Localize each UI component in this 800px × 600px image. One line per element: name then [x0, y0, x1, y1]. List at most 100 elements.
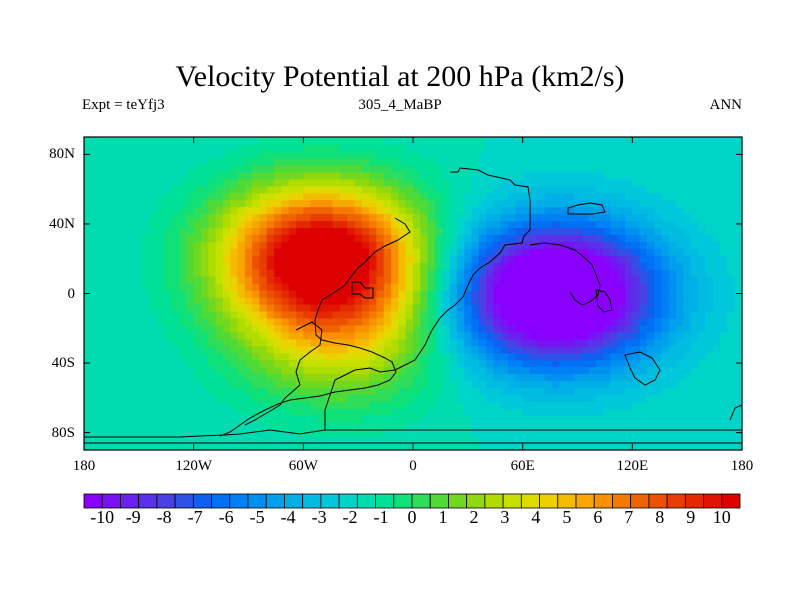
field-cell — [135, 150, 144, 159]
field-cell — [654, 436, 663, 444]
field-cell — [442, 234, 451, 242]
field-cell — [303, 359, 312, 368]
field-cell — [274, 380, 282, 388]
field-cell — [244, 324, 253, 333]
field-cell — [127, 276, 136, 284]
field-cell — [317, 331, 326, 340]
field-cell — [413, 366, 421, 375]
field-cell — [98, 296, 107, 305]
field-cell — [515, 220, 524, 229]
colorbar-label: -3 — [311, 507, 327, 527]
field-cell — [91, 255, 100, 263]
field-cell — [274, 290, 282, 298]
field-cell — [237, 255, 246, 263]
field-cell — [376, 248, 385, 256]
field-cell — [186, 331, 195, 340]
field-cell — [508, 283, 516, 291]
field-cell — [566, 387, 575, 395]
field-cell — [369, 255, 378, 263]
field-cell — [529, 185, 538, 194]
field-cell — [603, 317, 611, 326]
field-cell — [727, 248, 736, 256]
field-cell — [222, 345, 231, 354]
field-cell — [361, 380, 370, 388]
field-cell — [500, 213, 509, 222]
field-cell — [120, 290, 129, 298]
field-cell — [500, 220, 509, 229]
field-cell — [559, 192, 568, 201]
field-cell — [508, 227, 516, 235]
field-cell — [559, 157, 568, 166]
field-cell — [610, 213, 619, 222]
field-cell — [149, 359, 158, 368]
x-tick-label: 120W — [175, 458, 212, 474]
field-cell — [113, 436, 122, 444]
y-tick-label: 80N — [49, 146, 75, 163]
field-cell — [200, 422, 209, 430]
field-cell — [427, 185, 436, 194]
field-cell — [186, 206, 195, 215]
field-cell — [383, 185, 392, 194]
field-cell — [200, 227, 209, 235]
field-cell — [456, 137, 465, 145]
field-cell — [193, 283, 202, 291]
field-cell — [142, 338, 151, 347]
field-cell — [405, 199, 414, 208]
field-cell — [113, 192, 122, 201]
field-cell — [186, 234, 195, 242]
field-cell — [369, 415, 378, 423]
field-cell — [508, 359, 516, 368]
field-cell — [113, 345, 122, 354]
field-cell — [588, 192, 597, 201]
field-cell — [581, 171, 590, 180]
field-cell — [544, 143, 553, 152]
field-cell — [676, 331, 685, 340]
field-cell — [625, 206, 633, 215]
field-cell — [281, 199, 290, 208]
field-cell — [478, 143, 487, 152]
field-cell — [727, 199, 736, 208]
field-cell — [361, 164, 370, 173]
field-cell — [369, 137, 378, 145]
field-cell — [486, 220, 495, 229]
field-cell — [325, 317, 334, 326]
field-cell — [712, 241, 721, 249]
field-cell — [266, 366, 275, 375]
field-cell — [405, 255, 414, 263]
field-cell — [259, 303, 268, 312]
field-cell — [610, 206, 619, 215]
field-cell — [603, 178, 611, 187]
field-cell — [595, 199, 604, 208]
field-cell — [464, 241, 473, 249]
field-cell — [135, 443, 144, 451]
field-cell — [310, 234, 319, 242]
field-cell — [727, 436, 736, 444]
field-cell — [427, 199, 436, 208]
field-cell — [464, 213, 473, 222]
field-cell — [91, 164, 100, 173]
field-cell — [661, 401, 670, 409]
field-cell — [215, 150, 224, 159]
field-cell — [149, 164, 158, 173]
field-cell — [113, 429, 122, 437]
field-cell — [610, 171, 619, 180]
field-cell — [274, 157, 282, 166]
field-cell — [193, 143, 202, 152]
field-cell — [603, 387, 611, 395]
field-cell — [683, 227, 692, 235]
field-cell — [171, 213, 180, 222]
field-cell — [690, 408, 699, 416]
field-cell — [471, 408, 480, 416]
field-cell — [391, 443, 399, 451]
field-cell — [610, 422, 619, 430]
field-cell — [164, 401, 173, 409]
field-cell — [325, 345, 334, 354]
field-cell — [332, 373, 341, 382]
field-cell — [683, 422, 692, 430]
field-cell — [332, 394, 341, 402]
field-cell — [288, 241, 297, 249]
field-cell — [91, 366, 100, 375]
field-cell — [537, 324, 546, 333]
field-cell — [493, 234, 502, 242]
field-cell — [186, 227, 195, 235]
